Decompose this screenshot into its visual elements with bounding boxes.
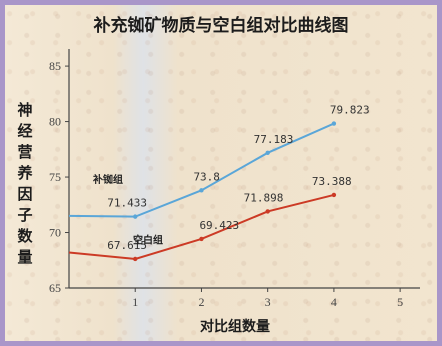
y-axis-label-char: 神: [17, 101, 32, 119]
y-axis-label-char: 养: [16, 164, 33, 182]
y-axis-label-char: 因: [17, 185, 32, 203]
tick-labels: 65 70 75 80 85 1 2 3 4 5: [49, 59, 403, 309]
y-axis-label-char: 量: [17, 248, 32, 266]
y-tick-label: 85: [49, 59, 61, 73]
data-labels: 71.433 73.8 77.183 79.823 补铷组 67.615 69.423 71.…: [92, 104, 370, 252]
data-point: [199, 236, 204, 242]
data-point: [133, 214, 138, 219]
y-tick-label: 80: [49, 115, 61, 129]
data-point: [265, 209, 270, 214]
x-tick-label: 1: [132, 295, 138, 309]
chart-title: 补充铷矿物质与空白组对比曲线图: [93, 15, 349, 36]
y-tick-label: 65: [49, 281, 61, 295]
data-point: [265, 150, 270, 156]
x-tick-label: 4: [331, 295, 337, 309]
y-tick-label: 70: [49, 226, 61, 240]
y-tick-label: 75: [49, 170, 61, 184]
line-chart: 补充铷矿物质与空白组对比曲线图 65 70 75 80 85 1 2 3 4 5 71.433 73…: [16, 15, 420, 335]
y-axis-label-char: 营: [17, 143, 32, 161]
data-label: 71.898: [244, 191, 284, 204]
y-axis-label-char: 数: [17, 227, 33, 245]
data-point: [199, 188, 204, 193]
data-label: 77.183: [254, 133, 294, 146]
data-point: [331, 192, 337, 198]
y-axis-label-char: 经: [17, 122, 32, 140]
x-tick-label: 2: [198, 295, 204, 309]
data-label: 73.8: [193, 170, 220, 183]
data-points: [133, 121, 337, 262]
data-label: 79.823: [330, 104, 370, 117]
data-label: 67.615: [107, 239, 147, 252]
data-label: 73.388: [312, 175, 352, 188]
series-name-label: 空白组: [133, 233, 163, 246]
axes: [68, 49, 420, 289]
series-name-label: 补铷组: [92, 173, 123, 186]
data-point: [331, 121, 337, 126]
data-point: [133, 256, 138, 262]
y-axis-label-char: 子: [17, 206, 32, 224]
x-tick-label: 5: [397, 295, 403, 309]
x-tick-label: 3: [265, 295, 271, 309]
data-label: 69.423: [199, 219, 239, 232]
x-axis-label: 对比组数量: [200, 318, 270, 335]
data-label: 71.433: [107, 197, 147, 210]
